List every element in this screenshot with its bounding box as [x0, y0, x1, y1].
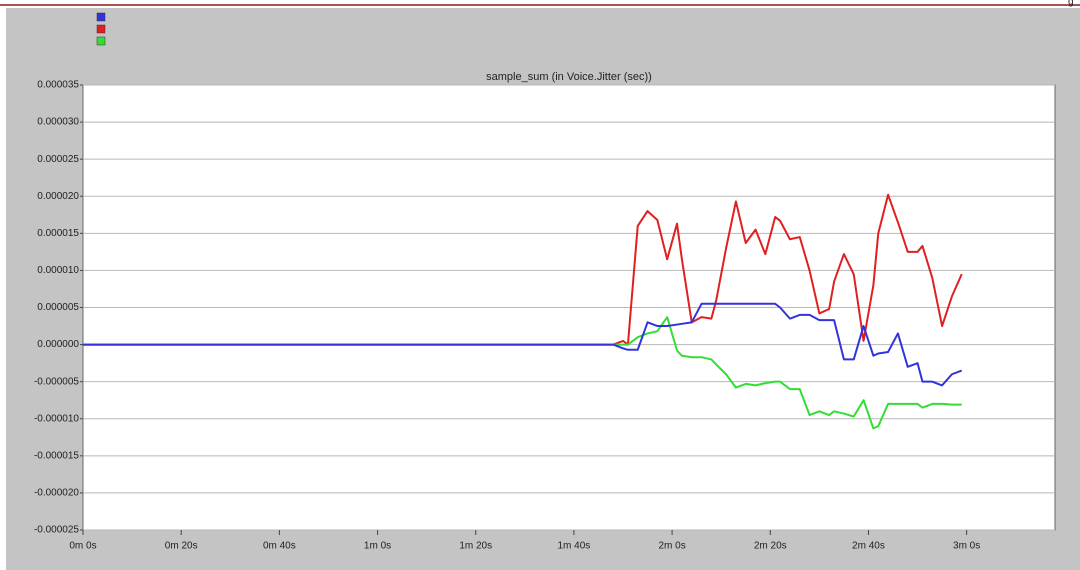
y-tick-label: -0.000005 [34, 376, 79, 387]
y-tick-label: 0.000010 [37, 265, 79, 276]
x-tick-label: 3m 0s [953, 541, 980, 552]
header-fragment: g [1068, 0, 1074, 8]
x-tick-label: 2m 40s [852, 541, 885, 552]
x-tick-label: 1m 0s [364, 541, 391, 552]
y-tick-label: 0.000030 [37, 117, 79, 128]
y-tick-label: -0.000020 [34, 488, 79, 499]
y-tick-label: 0.000005 [37, 302, 79, 313]
y-tick-label: 0.000000 [37, 339, 79, 350]
y-tick-label: 0.000015 [37, 228, 79, 239]
series-line [83, 193, 963, 346]
legend-swatch [96, 24, 106, 34]
x-tick-label: 1m 40s [558, 541, 591, 552]
y-tick-label: 0.000020 [37, 191, 79, 202]
x-tick-label: 1m 20s [459, 541, 492, 552]
y-tick-label: 0.000025 [37, 154, 79, 165]
y-tick-label: -0.000010 [34, 413, 79, 424]
legend-swatch [96, 12, 106, 22]
x-tick-label: 0m 0s [69, 541, 96, 552]
x-tick-label: 0m 40s [263, 541, 296, 552]
x-tick-label: 2m 0s [658, 541, 685, 552]
series-line [83, 302, 963, 387]
legend-swatch [96, 36, 106, 46]
y-tick-label: -0.000025 [34, 525, 79, 536]
chart-title: sample_sum (in Voice.Jitter (sec)) [486, 71, 652, 83]
x-tick-label: 2m 20s [754, 541, 787, 552]
x-tick-label: 0m 20s [165, 541, 198, 552]
y-tick-label: -0.000015 [34, 450, 79, 461]
y-tick-label: 0.000035 [37, 80, 79, 91]
series-line [83, 316, 962, 430]
